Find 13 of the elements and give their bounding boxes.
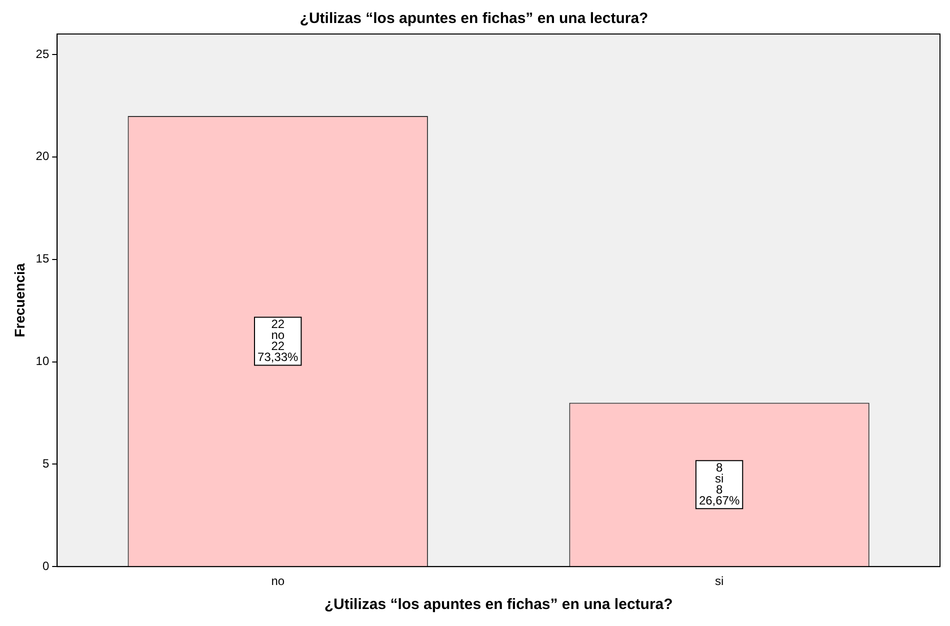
y-tick-label: 0 xyxy=(42,558,50,573)
y-tick-label: 10 xyxy=(36,354,50,368)
y-axis-title: Frecuencia xyxy=(11,263,28,338)
chart-title: ¿Utilizas “los apuntes en fichas” en una lectura? xyxy=(300,10,648,28)
data-label: 22 no 22 73,33% xyxy=(258,317,299,364)
x-axis-title: ¿Utilizas “los apuntes en fichas” en una lectura? xyxy=(324,596,673,614)
y-tick-label: 15 xyxy=(36,252,50,266)
x-tick-label: si xyxy=(714,574,724,588)
y-tick-label: 25 xyxy=(36,46,50,61)
y-tick-label: 20 xyxy=(36,149,50,164)
y-tick-label: 5 xyxy=(42,456,50,470)
x-tick-label: no xyxy=(271,574,285,588)
data-label: 8 si 8 26,67% xyxy=(698,460,740,508)
